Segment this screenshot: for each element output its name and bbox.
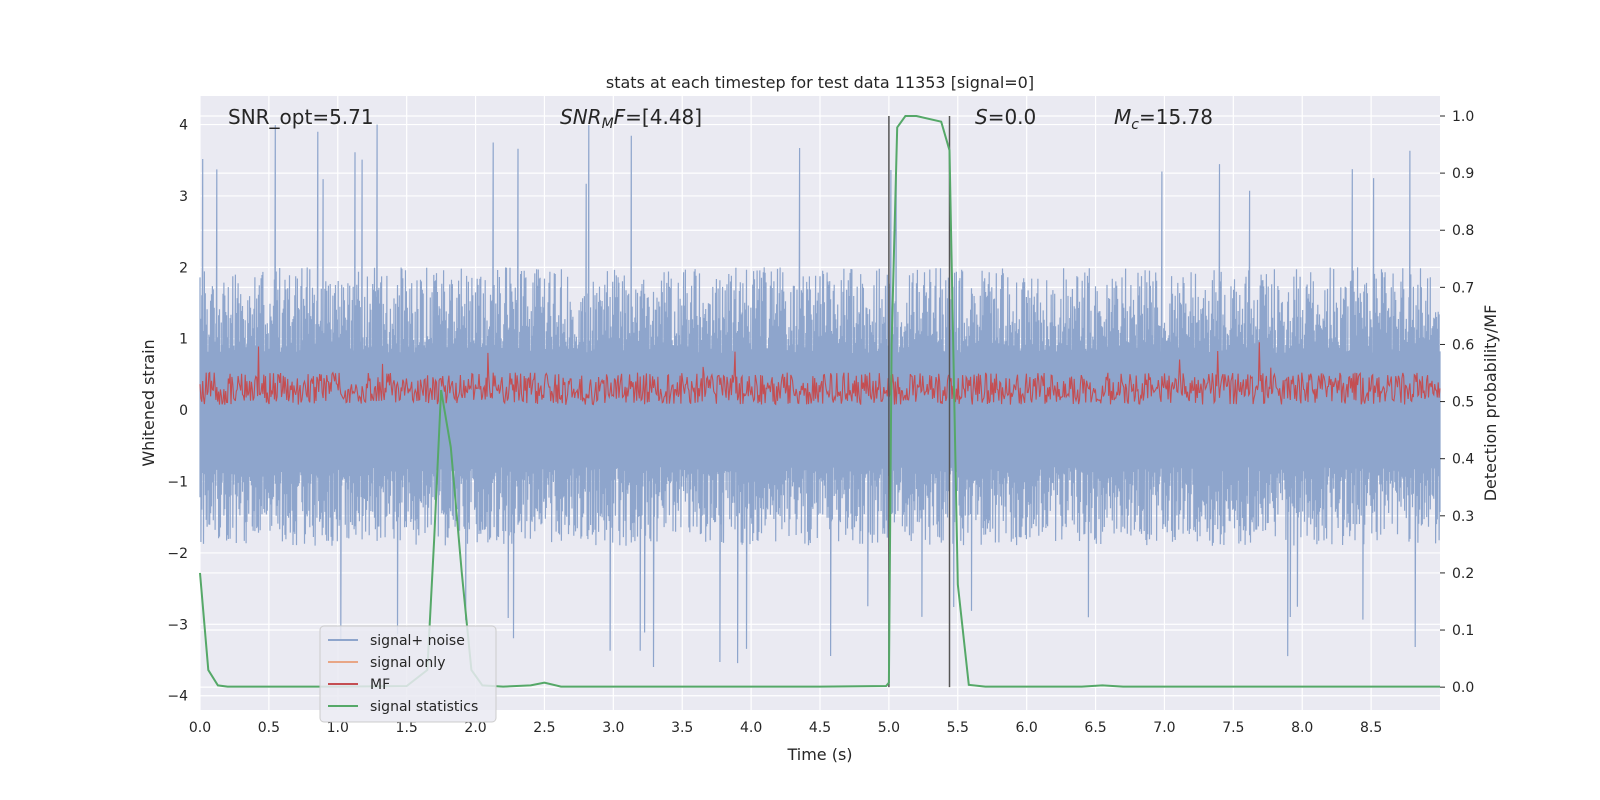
y-axis-label-left: Whitened strain — [139, 339, 158, 466]
annotation-snr-opt: SNR_opt=5.71 — [228, 105, 374, 129]
y-tick-label-right: 0.9 — [1452, 166, 1474, 182]
y-tick-label-left: 0 — [179, 403, 188, 419]
legend-label-signal-noise: signal+ noise — [370, 633, 465, 649]
x-axis-label: Time (s) — [786, 745, 852, 764]
x-tick-label: 0.5 — [258, 720, 280, 736]
x-tick-label: 3.0 — [602, 720, 624, 736]
y-tick-label-right: 0.7 — [1452, 280, 1474, 296]
y-tick-label-right: 0.1 — [1452, 623, 1474, 639]
y-tick-label-right: 0.2 — [1452, 566, 1474, 582]
x-tick-label: 8.5 — [1360, 720, 1382, 736]
legend: signal+ noise signal only MF signal stat… — [319, 625, 497, 723]
legend-label-mf: MF — [370, 677, 390, 693]
series-mf — [199, 342, 1441, 406]
y-axis-label-right: Detection probability/MF — [1481, 305, 1500, 502]
y-axis-ticks-left: 4 3 2 1 0 −1 −2 −3 −4 — [167, 118, 188, 705]
x-tick-label: 3.5 — [671, 720, 693, 736]
x-tick-label: 8.0 — [1291, 720, 1313, 736]
x-tick-label: 0.0 — [189, 720, 211, 736]
chart-title: stats at each timestep for test data 113… — [606, 73, 1034, 92]
y-tick-label-right: 0.6 — [1452, 337, 1474, 353]
x-tick-label: 2.0 — [464, 720, 486, 736]
x-tick-label: 4.5 — [809, 720, 831, 736]
y-tick-label-left: 3 — [179, 189, 188, 205]
y-axis-ticks-right: 1.0 0.9 0.8 0.7 0.6 0.5 0.4 0.3 0.2 0.1 0.0 — [1440, 109, 1474, 696]
y-tick-label-left: −4 — [167, 689, 188, 705]
y-tick-label-left: 1 — [179, 332, 188, 348]
annotation-mc-value: Mc=15.78 — [1114, 105, 1213, 133]
x-tick-label: 5.0 — [878, 720, 900, 736]
y-tick-label-left: 2 — [179, 260, 188, 276]
x-tick-label: 6.5 — [1084, 720, 1106, 736]
mf-line — [199, 342, 1441, 406]
legend-box — [319, 625, 497, 723]
y-tick-label-right: 0.8 — [1452, 223, 1474, 239]
y-tick-label-left: −1 — [167, 475, 188, 491]
x-tick-label: 1.5 — [396, 720, 418, 736]
annotation-snr-mf: SNRMF=[4.48] — [560, 105, 702, 132]
x-tick-label: 6.0 — [1016, 720, 1038, 736]
x-tick-label: 5.5 — [947, 720, 969, 736]
y-tick-label-right: 0.4 — [1452, 452, 1474, 468]
y-tick-label-right: 1.0 — [1452, 109, 1474, 125]
annotation-s-value: S=0.0 — [975, 105, 1036, 129]
y-tick-label-right: 0.0 — [1452, 680, 1474, 696]
y-tick-label-right: 0.3 — [1452, 509, 1474, 525]
signal-plus-noise-line — [199, 124, 1441, 668]
series-signal-plus-noise — [199, 124, 1441, 668]
y-tick-label-left: −3 — [167, 617, 188, 633]
x-tick-label: 7.5 — [1222, 720, 1244, 736]
x-tick-label: 4.0 — [740, 720, 762, 736]
legend-label-signal-statistics: signal statistics — [370, 699, 478, 715]
x-tick-label: 1.0 — [327, 720, 349, 736]
y-tick-label-left: −2 — [167, 546, 188, 562]
x-tick-label: 7.0 — [1153, 720, 1175, 736]
legend-label-signal-only: signal only — [370, 655, 445, 671]
y-tick-label-right: 0.5 — [1452, 395, 1474, 411]
x-tick-label: 2.5 — [533, 720, 555, 736]
y-tick-label-left: 4 — [179, 118, 188, 134]
x-axis-ticks: 0.0 0.5 1.0 1.5 2.0 2.5 3.0 3.5 4.0 4.5 5.0 5.5 6.0 6… — [189, 720, 1382, 736]
